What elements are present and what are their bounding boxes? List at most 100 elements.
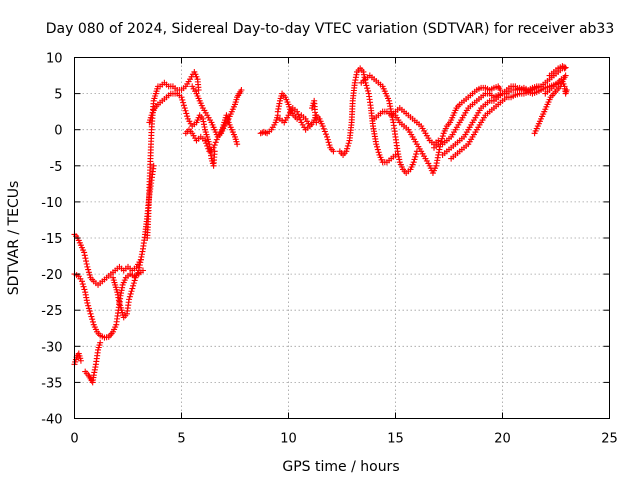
data-point (321, 128, 328, 135)
data-point (84, 263, 91, 270)
data-points (71, 63, 570, 386)
data-point (80, 283, 87, 290)
data-point (88, 313, 95, 320)
data-point (89, 318, 96, 325)
data-point (438, 138, 445, 145)
data-point (212, 139, 219, 146)
data-point (374, 146, 381, 153)
data-point (195, 86, 202, 93)
data-point (562, 72, 569, 79)
data-point (439, 135, 446, 142)
data-point (183, 110, 190, 117)
data-point (89, 316, 96, 323)
y-tick-label: 0 (54, 124, 62, 139)
data-point (319, 123, 326, 130)
data-point (182, 107, 189, 114)
data-point (81, 286, 88, 293)
data-point (211, 142, 218, 149)
y-tick-label: -25 (41, 304, 62, 319)
data-point (81, 249, 88, 256)
data-point (324, 136, 331, 143)
data-point (127, 290, 134, 297)
data-point (181, 105, 188, 112)
y-tick-label: -30 (41, 340, 62, 355)
data-point (97, 339, 104, 346)
data-point (85, 269, 92, 276)
data-point (373, 141, 380, 148)
data-point (562, 64, 569, 71)
data-point (83, 258, 90, 265)
x-tick-label: 25 (601, 432, 618, 447)
x-tick-label: 20 (494, 432, 511, 447)
data-point (324, 133, 331, 140)
y-tick-label: -40 (41, 413, 62, 428)
data-point (325, 139, 332, 146)
data-point (306, 123, 313, 130)
y-tick-label: 10 (46, 52, 63, 67)
data-point (295, 111, 302, 118)
data-point (563, 86, 570, 93)
y-tick-label: 5 (54, 88, 62, 103)
data-point (82, 255, 89, 262)
x-tick-label: 10 (280, 432, 297, 447)
data-point (375, 149, 382, 156)
data-point (178, 94, 185, 101)
data-point (85, 266, 92, 273)
data-point (363, 82, 370, 89)
x-tick-label: 5 (177, 432, 185, 447)
data-point (294, 108, 301, 115)
data-point (234, 141, 241, 148)
data-point (83, 260, 90, 267)
data-point (84, 299, 91, 306)
chart-title: Day 080 of 2024, Sidereal Day-to-day VTE… (46, 21, 615, 37)
data-point (130, 280, 137, 287)
data-point (326, 142, 333, 149)
data-point (322, 131, 329, 138)
data-point (213, 136, 220, 143)
data-point (313, 119, 320, 126)
data-point (85, 302, 92, 309)
y-tick-label: -5 (50, 160, 63, 175)
data-point (87, 310, 94, 317)
data-point (320, 125, 327, 132)
data-point (150, 162, 157, 169)
data-point (78, 278, 85, 285)
data-point (345, 140, 352, 147)
y-tick-label: -35 (41, 376, 62, 391)
data-point (202, 137, 209, 144)
data-point (79, 281, 86, 288)
data-point (210, 144, 217, 151)
data-point (205, 145, 212, 152)
data-point (86, 308, 93, 315)
data-point (184, 113, 191, 120)
data-point (439, 133, 446, 140)
data-point (392, 151, 399, 158)
data-point (128, 288, 135, 295)
data-point (204, 142, 211, 149)
y-tick-label: -10 (41, 196, 62, 211)
data-point (131, 277, 138, 284)
data-point (364, 85, 371, 92)
data-point (77, 357, 84, 364)
data-point (344, 142, 351, 149)
data-point (137, 256, 144, 263)
data-point (364, 87, 371, 94)
data-point (343, 148, 350, 155)
y-tick-labels: -40 -35 -30 -25 -20 -15 -10 -5 0 5 10 (41, 52, 62, 428)
data-point (296, 114, 303, 121)
data-point (412, 153, 419, 160)
axis-ticks (74, 57, 610, 419)
data-point (81, 252, 88, 259)
data-point (180, 99, 187, 106)
grid-lines (74, 57, 610, 419)
y-tick-label: -15 (41, 232, 62, 247)
data-point (413, 151, 420, 158)
data-point (130, 282, 137, 289)
data-point (344, 145, 351, 152)
x-axis-label: GPS time / hours (282, 459, 399, 475)
data-point (297, 116, 304, 123)
data-point (85, 305, 92, 312)
data-point (126, 296, 133, 303)
y-axis-label: SDTVAR / TECUs (6, 181, 22, 296)
